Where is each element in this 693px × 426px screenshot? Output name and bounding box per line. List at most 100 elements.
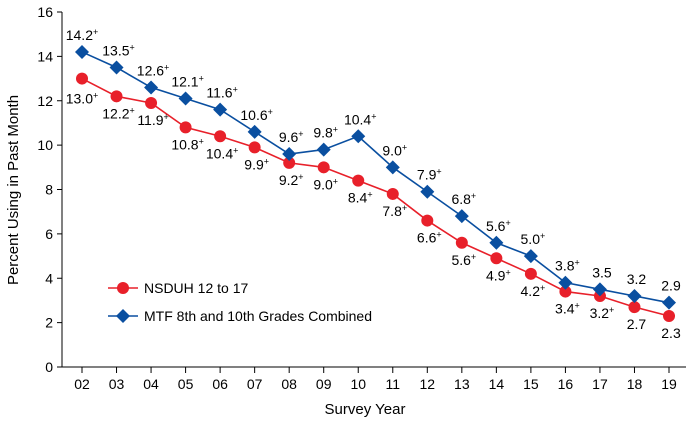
data-point [559,285,572,298]
data-point [145,96,158,109]
data-label: 13.5+ [102,42,135,58]
data-label: 10.4+ [344,111,377,127]
x-tick-label: 07 [247,376,263,392]
y-tick-label: 14 [37,48,53,64]
significance-marker: + [540,283,545,293]
x-tick-label: 16 [558,376,574,392]
data-point [110,90,123,103]
data-point [627,289,642,303]
data-point [523,249,538,264]
significance-marker: + [436,230,441,240]
data-label: 11.9+ [137,112,168,128]
legend-marker [116,309,130,323]
data-point [179,121,192,134]
data-point [317,161,330,174]
data-point [76,72,88,85]
data-label: 9.8+ [313,125,338,141]
data-label: 2.7 [627,316,647,332]
significance-marker: + [505,218,510,228]
significance-marker: + [164,112,169,122]
series-mtf: 14.2+13.5+12.6+12.1+11.6+10.6+ 9.6+ 9.8+ 10… [66,27,681,310]
data-point [247,124,262,139]
data-point [420,184,435,199]
data-label: 10.4+ [206,145,239,161]
x-tick-label: 17 [592,376,608,392]
significance-marker: + [540,231,545,241]
x-tick-label: 06 [212,376,228,392]
significance-marker: + [164,62,169,72]
significance-marker: + [233,85,238,95]
legend-label: MTF 8th and 10th Grades Combined [144,308,372,324]
y-tick-label: 10 [37,137,53,153]
data-label: 6.6+ [417,230,442,246]
y-tick-label: 8 [45,182,53,198]
y-tick-label: 4 [45,270,53,286]
significance-marker: + [471,252,476,262]
significance-marker: + [130,105,135,115]
significance-marker: + [93,27,98,37]
significance-marker: + [402,142,407,152]
significance-marker: + [233,145,238,155]
data-label: 5.6+ [486,218,511,234]
data-point [248,141,261,154]
x-tick-label: 09 [316,376,332,392]
data-label: 7.8+ [382,203,407,219]
y-tick-label: 6 [45,226,53,242]
legend-label: NSDUH 12 to 17 [144,280,248,296]
y-tick-label: 0 [45,359,53,375]
x-tick-label: 15 [523,376,539,392]
data-point [490,252,503,265]
data-point [385,160,400,175]
x-tick-label: 13 [454,376,470,392]
data-point [592,282,607,297]
data-label: 9.0+ [382,142,407,158]
data-point [352,174,365,187]
series-nsduh: 13.0+12.2+11.9+10.8+10.4+9.9+9.2+ 9.0+8.4… [66,72,681,341]
significance-marker: + [199,74,204,84]
y-tick-label: 16 [37,4,53,20]
significance-marker: + [575,301,580,311]
legend-item: MTF 8th and 10th Grades Combined [108,308,372,324]
significance-marker: + [264,156,269,166]
data-label: 5.0+ [521,231,546,247]
series-group: 13.0+12.2+11.9+10.8+10.4+9.9+9.2+ 9.0+8.4… [66,27,681,341]
data-label: 11.6+ [206,85,237,101]
data-label: 12.1+ [171,74,204,90]
data-label: 10.6+ [240,107,273,123]
x-tick-label: 04 [143,376,159,392]
data-point [386,187,399,200]
data-point [283,156,296,169]
data-label: 13.0+ [66,91,99,107]
data-point [109,60,124,75]
data-label: 3.2+ [590,305,615,321]
data-label: 9.2+ [279,172,304,188]
legend-item: NSDUH 12 to 17 [108,280,248,296]
x-tick-label: 14 [489,376,505,392]
x-tick-label: 19 [661,376,677,392]
legend: NSDUH 12 to 17 MTF 8th and 10th Grades Co… [108,280,372,324]
data-point [351,129,366,144]
data-point [663,309,676,322]
significance-marker: + [93,91,98,101]
x-tick-label: 10 [350,376,366,392]
legend-marker [117,282,129,294]
data-label: 3.2 [627,271,647,287]
data-label: 3.8+ [555,258,580,274]
data-label: 12.2+ [102,105,135,121]
significance-marker: + [371,111,376,121]
series-line [81,51,670,304]
data-label: 6.8+ [451,191,476,207]
data-point [524,267,537,280]
y-axis-label: Percent Using in Past Month [5,95,22,285]
significance-marker: + [402,203,407,213]
data-point [316,142,331,157]
x-tick-label: 08 [281,376,297,392]
significance-marker: + [505,267,510,277]
significance-marker: + [436,167,441,177]
significance-marker: + [199,136,204,146]
data-point [662,295,677,310]
data-point [214,130,227,143]
x-tick-label: 03 [109,376,125,392]
data-label: 3.5 [592,264,612,280]
